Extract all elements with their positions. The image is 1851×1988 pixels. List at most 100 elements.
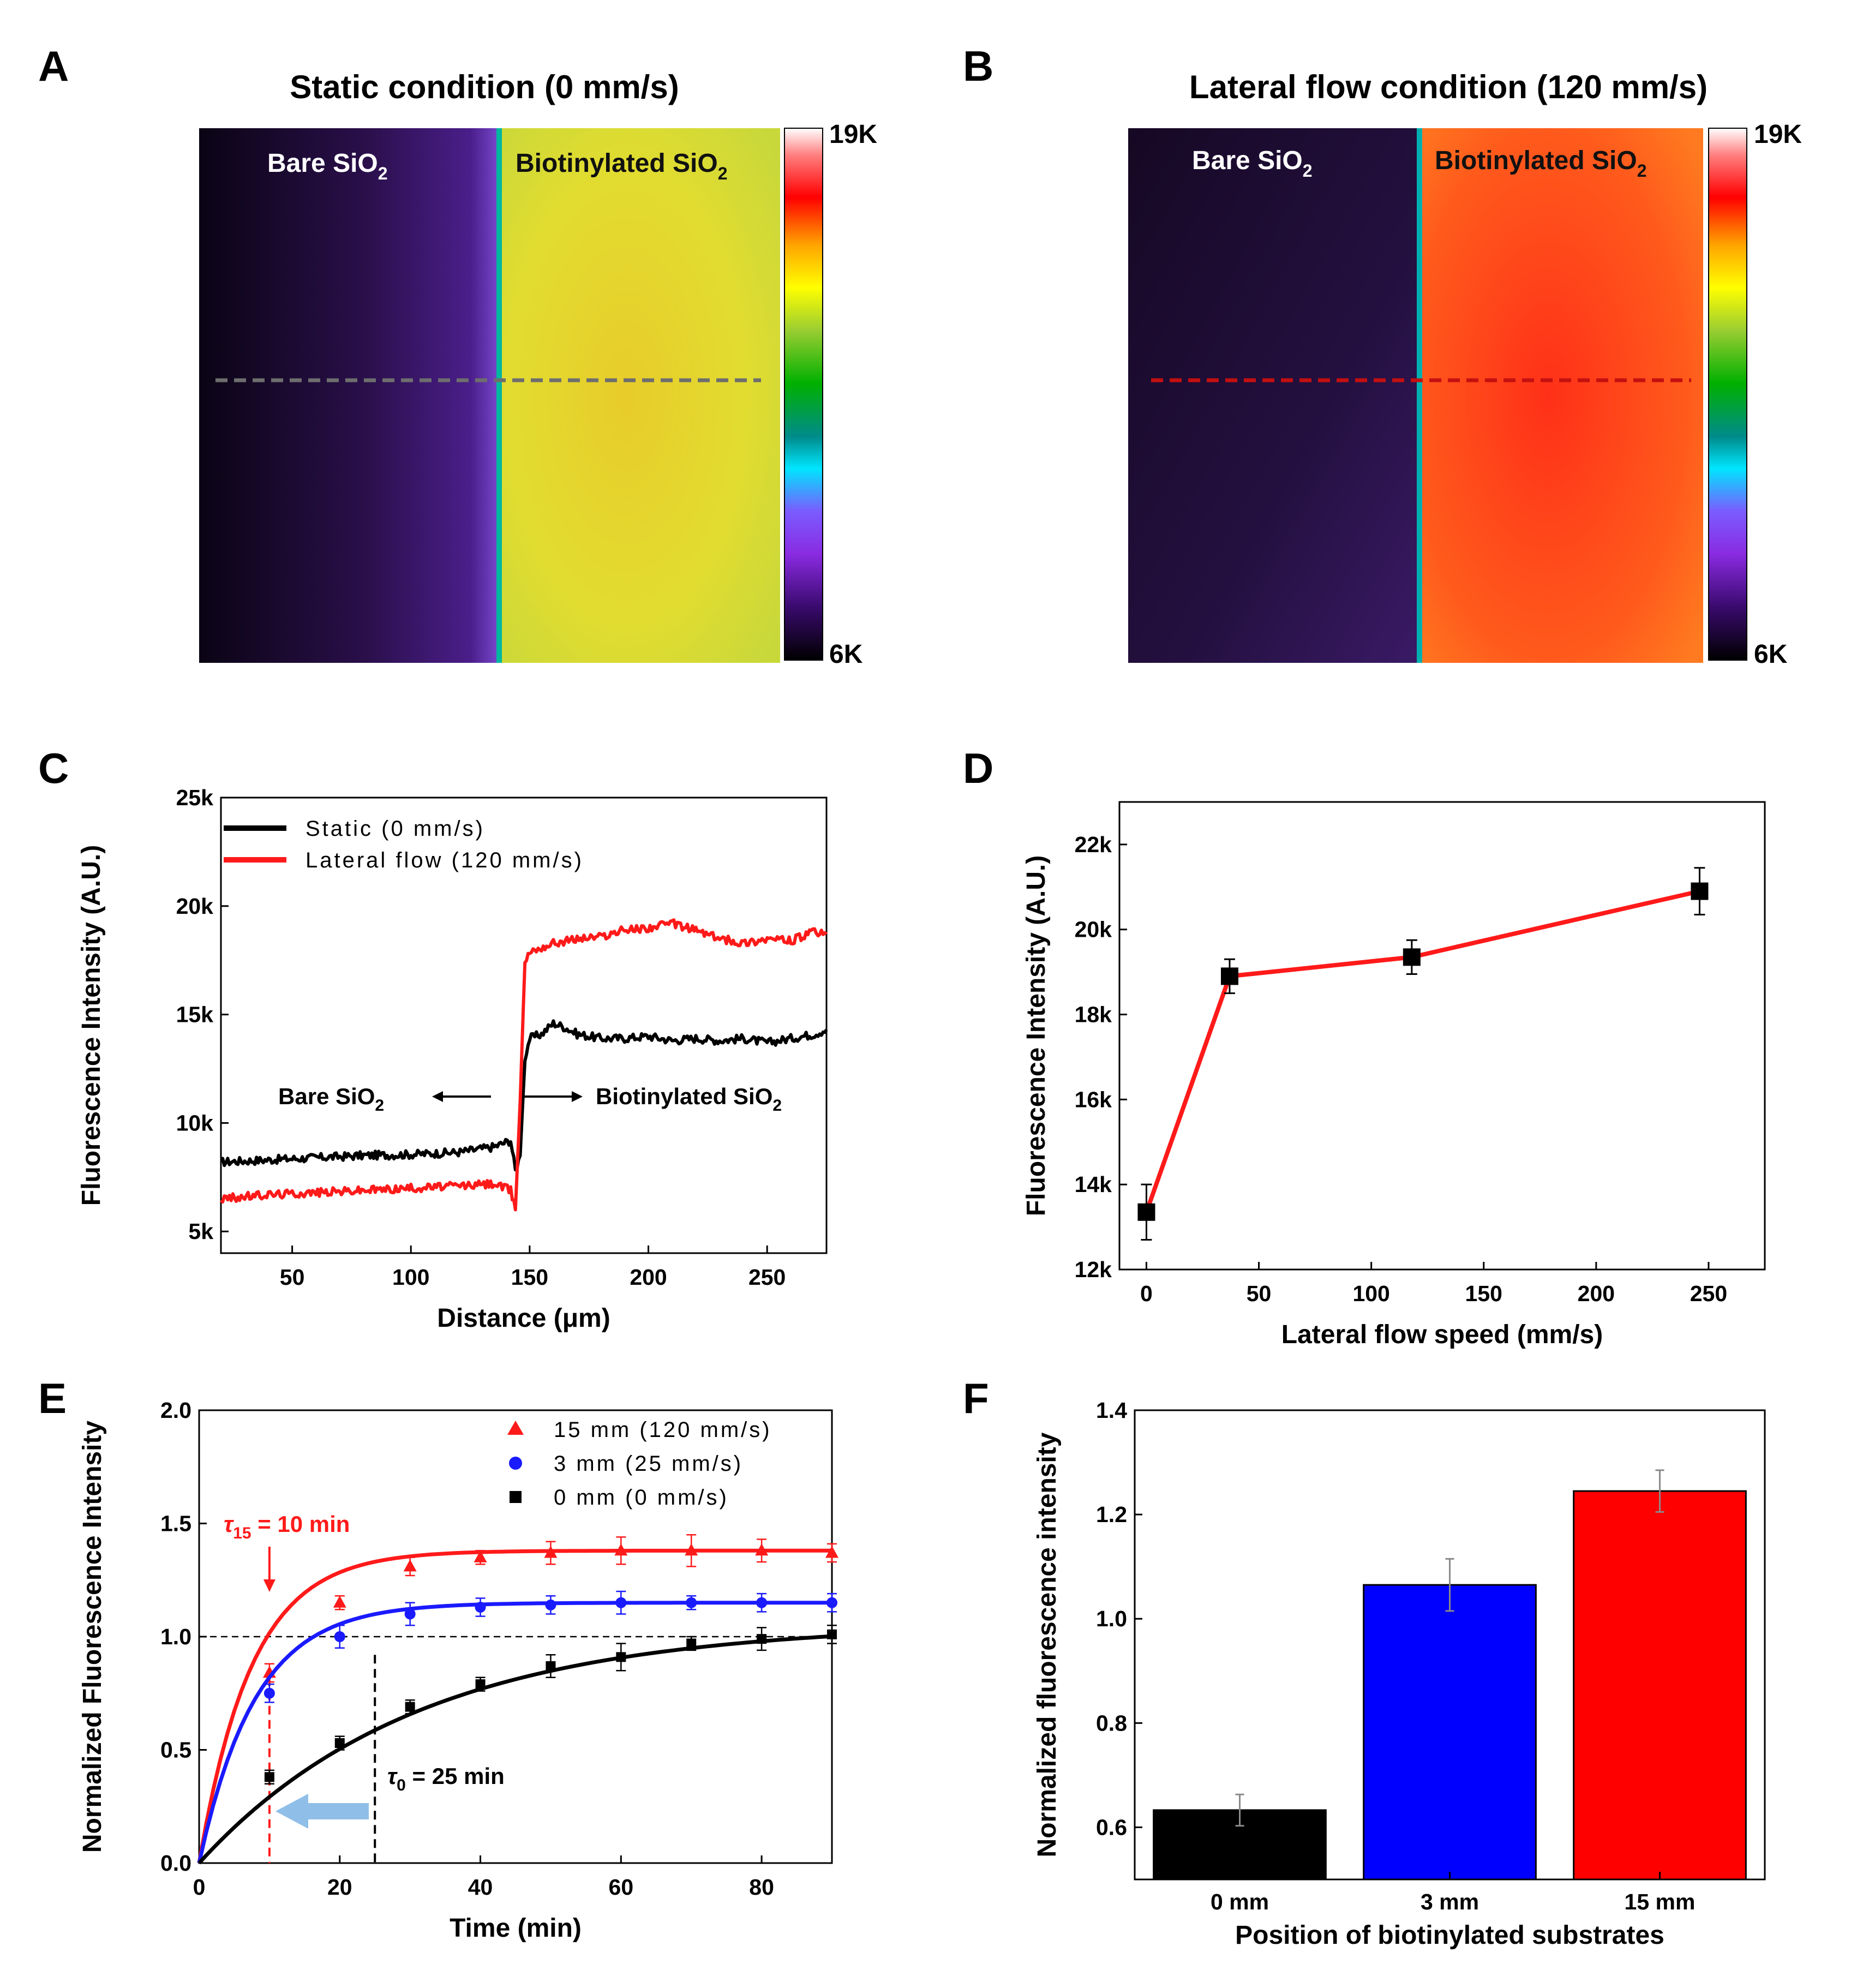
chart-e-kinetics: 0 20 40 60 80 0.0 0.5 1.0 1.5 2.0 Time (min) Normal… bbox=[78, 1398, 838, 1943]
chart-f-ytick-label: 0.8 bbox=[1096, 1710, 1127, 1735]
chart-f-position-bars: 0.6 0.8 1.0 1.2 1.4 0 mm 3 mm 15 mm Position of … bbox=[1033, 1398, 1766, 1950]
chart-f-errorbar bbox=[1655, 1469, 1664, 1513]
chart-e-point bbox=[403, 1559, 417, 1572]
chart-c-ytick-label: 15k bbox=[176, 1002, 214, 1027]
panel-label-e: E bbox=[38, 1374, 67, 1422]
chart-f-ytick-label: 1.4 bbox=[1096, 1398, 1127, 1423]
chart-d-ytick-label: 16k bbox=[1075, 1087, 1112, 1112]
chart-c-xtick-label: 150 bbox=[511, 1265, 548, 1290]
chart-f-category-label: 3 mm bbox=[1421, 1889, 1479, 1914]
chart-d-ytick-label: 14k bbox=[1075, 1172, 1112, 1197]
chart-e-ylabel: Normalized Fluorescence Intensity bbox=[78, 1421, 107, 1853]
chart-e-ytick-label: 1.0 bbox=[160, 1624, 191, 1649]
chart-e-point bbox=[757, 1634, 767, 1644]
panel-label-b: B bbox=[963, 42, 993, 90]
chart-e-point bbox=[686, 1597, 697, 1608]
panel-label-c: C bbox=[38, 744, 69, 792]
chart-e-point bbox=[615, 1597, 627, 1608]
chart-d-xtick-label: 50 bbox=[1247, 1281, 1272, 1306]
bare-region-flow bbox=[1128, 128, 1421, 663]
chart-f-bar bbox=[1573, 1490, 1747, 1881]
panel-a-title: Static condition (0 mm/s) bbox=[290, 69, 679, 105]
chart-c-arrowhead-left bbox=[432, 1091, 443, 1102]
region-label-biotinylated-flow: Biotinylated SiO2 bbox=[1435, 146, 1647, 181]
chart-c-ytick-label: 10k bbox=[176, 1110, 214, 1135]
boundary-static bbox=[496, 128, 502, 663]
chart-e-point bbox=[264, 1772, 274, 1782]
chart-e-tau0-label: τ0 = 25 min bbox=[387, 1763, 505, 1794]
chart-e-point bbox=[545, 1599, 556, 1610]
chart-d-ytick-label: 20k bbox=[1075, 917, 1112, 942]
chart-d-xtick-label: 200 bbox=[1578, 1281, 1615, 1306]
chart-e-ytick-label: 1.5 bbox=[160, 1511, 191, 1536]
colorbar-b-min: 6K bbox=[1754, 640, 1788, 669]
colorbar-a-max: 19K bbox=[829, 120, 877, 149]
fluorescence-image-flow: Bare SiO2 Biotinylated SiO2 bbox=[1128, 128, 1703, 663]
chart-e-legend-label: 0 mm (0 mm/s) bbox=[554, 1486, 729, 1510]
chart-e-legend-marker bbox=[510, 1491, 522, 1503]
chart-f-category-label: 0 mm bbox=[1211, 1889, 1269, 1914]
chart-e-legend-marker bbox=[507, 1421, 524, 1435]
chart-f-ylabel: Normalized fluorescence intensity bbox=[1033, 1432, 1062, 1857]
panel-label-f: F bbox=[963, 1374, 989, 1422]
boundary-flow bbox=[1417, 128, 1422, 663]
chart-e-point bbox=[334, 1631, 345, 1642]
chart-e-point bbox=[755, 1543, 769, 1556]
bare-region-static bbox=[199, 128, 501, 663]
chart-e-point bbox=[686, 1638, 697, 1649]
region-label-biotinylated-static: Biotinylated SiO2 bbox=[516, 149, 728, 183]
chart-c-series-static bbox=[220, 1019, 828, 1172]
chart-e-ytick-label: 0.5 bbox=[160, 1738, 191, 1763]
chart-d-xtick-label: 250 bbox=[1690, 1281, 1727, 1306]
chart-e-point bbox=[404, 1608, 416, 1620]
chart-d-xtick-label: 100 bbox=[1352, 1281, 1389, 1306]
chart-c-legend-label: Lateral flow (120 mm/s) bbox=[305, 848, 584, 872]
chart-c-xtick-label: 250 bbox=[748, 1265, 786, 1290]
chart-c-xtick-label: 100 bbox=[392, 1265, 429, 1290]
chart-e-fit-curve bbox=[197, 1548, 832, 1864]
chart-c-xtick-label: 50 bbox=[280, 1265, 305, 1290]
chart-e-fit-curve bbox=[197, 1601, 832, 1864]
chart-e-point bbox=[544, 1546, 558, 1558]
chart-d-xtick-label: 0 bbox=[1140, 1281, 1153, 1306]
chart-f-ytick-label: 1.2 bbox=[1096, 1502, 1127, 1527]
chart-d-xlabel: Lateral flow speed (mm/s) bbox=[1281, 1320, 1603, 1349]
chart-d-point bbox=[1691, 882, 1709, 900]
chart-c-arrowhead-right bbox=[572, 1091, 583, 1102]
colorbar-b: 19K 6K bbox=[1708, 120, 1802, 669]
chart-e-point bbox=[616, 1652, 626, 1662]
chart-e-point bbox=[685, 1543, 698, 1556]
chart-e-point bbox=[263, 1687, 275, 1699]
chart-e-point bbox=[614, 1543, 628, 1556]
chart-d-line bbox=[1144, 889, 1700, 1213]
colorbar-a: 19K 6K bbox=[784, 120, 877, 669]
panel-label-a: A bbox=[38, 42, 69, 90]
chart-f-ytick-label: 0.6 bbox=[1096, 1815, 1127, 1840]
chart-d-ytick-label: 22k bbox=[1075, 832, 1112, 857]
chart-e-point bbox=[826, 1597, 837, 1608]
chart-c-intensity-profile: 50 100 150 200 250 5k 10k 15k 20k 25k Distance (μm… bbox=[77, 785, 828, 1333]
chart-e-point bbox=[405, 1702, 415, 1712]
chart-d-xtick-label: 150 bbox=[1465, 1281, 1502, 1306]
colorbar-a-min: 6K bbox=[829, 640, 863, 669]
chart-e-ytick-label: 2.0 bbox=[160, 1398, 191, 1423]
panel-label-d: D bbox=[963, 744, 993, 792]
chart-d-ylabel: Fluorescence Intensity (A.U.) bbox=[1022, 855, 1051, 1216]
chart-e-xtick-label: 0 bbox=[193, 1875, 206, 1900]
chart-e-tau15-arrowhead bbox=[263, 1579, 275, 1592]
chart-c-ytick-label: 20k bbox=[176, 894, 214, 919]
chart-e-point bbox=[474, 1550, 487, 1562]
chart-e-point bbox=[825, 1546, 838, 1558]
chart-e-legend-label: 15 mm (120 mm/s) bbox=[554, 1418, 772, 1442]
chart-f-ytick-label: 1.0 bbox=[1096, 1606, 1127, 1631]
chart-d-ytick-label: 18k bbox=[1075, 1002, 1112, 1027]
chart-c-xlabel: Distance (μm) bbox=[437, 1304, 610, 1333]
chart-d-point bbox=[1220, 967, 1238, 985]
chart-f-errorbar bbox=[1235, 1793, 1244, 1827]
region-label-bare-flow: Bare SiO2 bbox=[1192, 146, 1313, 181]
chart-e-legend-marker bbox=[509, 1457, 522, 1470]
chart-e-xlabel: Time (min) bbox=[450, 1914, 582, 1943]
chart-e-point bbox=[475, 1679, 486, 1690]
region-label-bare-static: Bare SiO2 bbox=[267, 149, 388, 183]
